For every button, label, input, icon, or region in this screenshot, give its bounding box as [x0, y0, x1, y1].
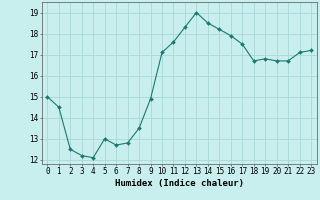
X-axis label: Humidex (Indice chaleur): Humidex (Indice chaleur): [115, 179, 244, 188]
